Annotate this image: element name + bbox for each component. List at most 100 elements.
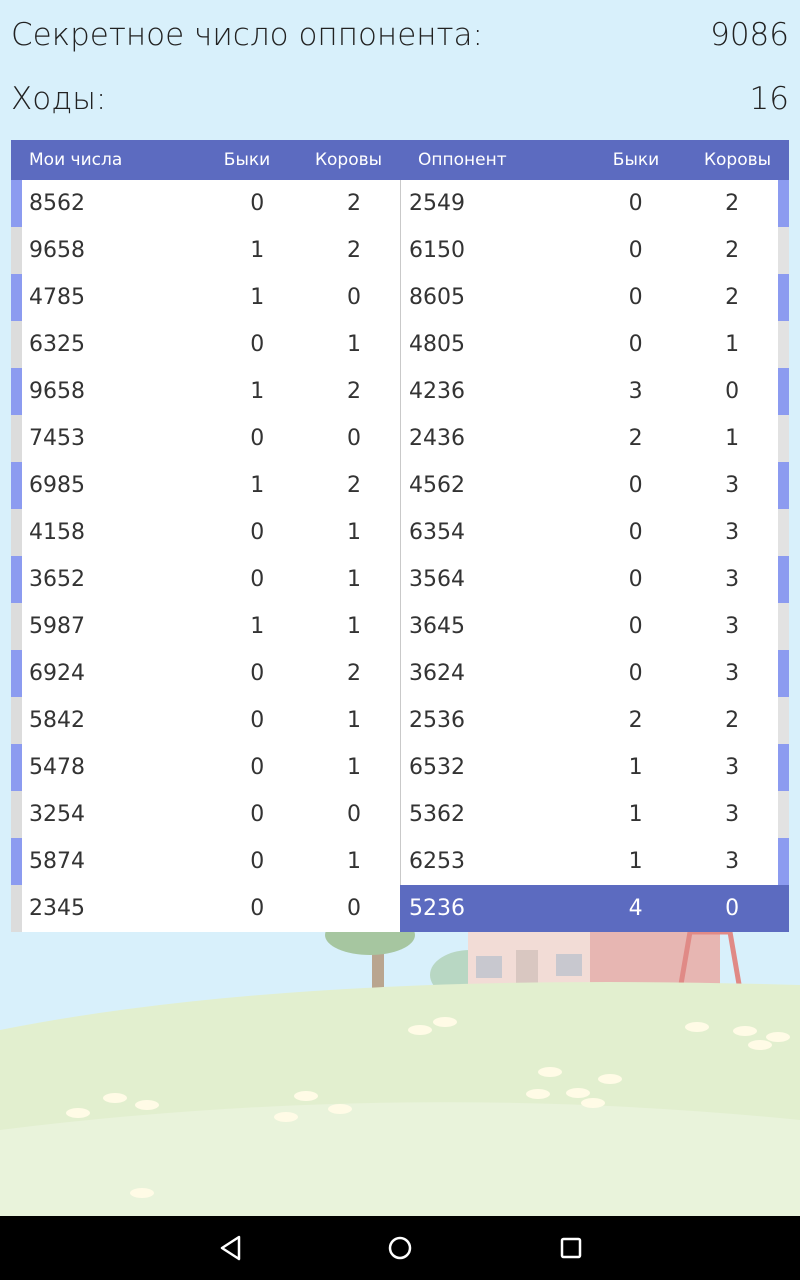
opponent-guesses-list[interactable]: 2549 0 2 6150 0 2 8605 0 2 4805 0 1 4236 3 0 2436 2 1 4562… <box>400 180 789 932</box>
cows-count: 1 <box>346 708 361 733</box>
guess-number: 5842 <box>29 708 85 733</box>
bulls-count: 2 <box>628 426 643 451</box>
cows-count: 3 <box>725 755 740 780</box>
cows-count: 0 <box>346 426 361 451</box>
bulls-count: 3 <box>628 379 643 404</box>
table-row: 9658 1 2 <box>11 227 400 274</box>
cows-count: 1 <box>346 520 361 545</box>
opponent-guesses-table: Оппонент Быки Коровы 2549 0 2 6150 0 2 8605 0 2 4… <box>400 140 789 932</box>
bulls-count: 1 <box>250 285 265 310</box>
guess-number: 6924 <box>29 661 85 686</box>
guess-number: 4562 <box>409 473 465 498</box>
recents-square-icon[interactable] <box>557 1234 585 1262</box>
guess-number: 6325 <box>29 332 85 357</box>
bulls-count: 0 <box>250 426 265 451</box>
bulls-count: 0 <box>628 238 643 263</box>
cows-count: 0 <box>346 896 361 921</box>
bulls-count: 0 <box>250 567 265 592</box>
guess-number: 9658 <box>29 379 85 404</box>
cows-count: 2 <box>346 379 361 404</box>
column-header-opponent: Оппонент <box>418 150 507 170</box>
cows-count: 3 <box>725 849 740 874</box>
bulls-count: 0 <box>250 802 265 827</box>
cows-count: 2 <box>346 473 361 498</box>
guess-number: 6253 <box>409 849 465 874</box>
opponent-guesses-header: Оппонент Быки Коровы <box>400 140 789 180</box>
table-row: 8562 0 2 <box>11 180 400 227</box>
bulls-count: 1 <box>250 238 265 263</box>
bulls-count: 0 <box>628 285 643 310</box>
table-row: 7453 0 0 <box>11 415 400 462</box>
guess-number: 4785 <box>29 285 85 310</box>
table-row: 6354 0 3 <box>400 509 789 556</box>
cows-count: 1 <box>725 426 740 451</box>
secret-number-value: 9086 <box>710 17 789 53</box>
bulls-count: 0 <box>250 896 265 921</box>
my-guesses-table: Мои числа Быки Коровы 8562 0 2 9658 1 2 4785 1 0… <box>11 140 400 932</box>
cows-count: 3 <box>725 802 740 827</box>
guess-number: 6150 <box>409 238 465 263</box>
table-row: 6150 0 2 <box>400 227 789 274</box>
cows-count: 3 <box>725 520 740 545</box>
guess-number: 6532 <box>409 755 465 780</box>
cows-count: 1 <box>346 849 361 874</box>
my-guesses-list[interactable]: 8562 0 2 9658 1 2 4785 1 0 6325 0 1 9658 1 2 7453 0 0 6985… <box>11 180 400 932</box>
table-row: 5236 4 0 <box>400 885 789 932</box>
table-row: 5842 0 1 <box>11 697 400 744</box>
bulls-count: 1 <box>628 755 643 780</box>
table-row: 3254 0 0 <box>11 791 400 838</box>
bulls-count: 0 <box>628 661 643 686</box>
cows-count: 1 <box>346 614 361 639</box>
guess-number: 5236 <box>409 896 465 921</box>
column-header-bulls: Быки <box>612 150 660 170</box>
bulls-count: 1 <box>250 379 265 404</box>
cows-count: 1 <box>725 332 740 357</box>
guess-number: 4158 <box>29 520 85 545</box>
guess-number: 4805 <box>409 332 465 357</box>
guess-number: 6354 <box>409 520 465 545</box>
system-navigation-bar <box>0 1216 800 1280</box>
guess-number: 9658 <box>29 238 85 263</box>
cows-count: 0 <box>346 802 361 827</box>
moves-row: Ходы: 16 <box>0 67 800 131</box>
guess-number: 2549 <box>409 191 465 216</box>
table-row: 5362 1 3 <box>400 791 789 838</box>
bulls-count: 0 <box>628 191 643 216</box>
table-row: 4562 0 3 <box>400 462 789 509</box>
table-row: 2536 2 2 <box>400 697 789 744</box>
guess-number: 2436 <box>409 426 465 451</box>
column-header-cows: Коровы <box>703 150 772 170</box>
cows-count: 1 <box>346 755 361 780</box>
bulls-count: 0 <box>628 332 643 357</box>
cows-count: 2 <box>725 285 740 310</box>
bulls-count: 4 <box>628 896 643 921</box>
table-row: 6532 1 3 <box>400 744 789 791</box>
guess-number: 3564 <box>409 567 465 592</box>
guess-number: 5874 <box>29 849 85 874</box>
table-row: 2549 0 2 <box>400 180 789 227</box>
column-header-bulls: Быки <box>223 150 271 170</box>
cows-count: 2 <box>725 191 740 216</box>
guess-number: 3652 <box>29 567 85 592</box>
table-row: 4805 0 1 <box>400 321 789 368</box>
bulls-count: 0 <box>250 661 265 686</box>
home-circle-icon[interactable] <box>386 1234 414 1262</box>
table-row: 5874 0 1 <box>11 838 400 885</box>
guess-number: 3624 <box>409 661 465 686</box>
secret-number-label: Секретное число оппонента: <box>11 17 483 53</box>
cows-count: 1 <box>346 567 361 592</box>
table-row: 3564 0 3 <box>400 556 789 603</box>
bulls-count: 0 <box>250 520 265 545</box>
cows-count: 3 <box>725 473 740 498</box>
guess-number: 7453 <box>29 426 85 451</box>
cows-count: 2 <box>725 238 740 263</box>
table-row: 8605 0 2 <box>400 274 789 321</box>
table-row: 2345 0 0 <box>11 885 400 932</box>
bulls-count: 0 <box>250 332 265 357</box>
guess-number: 3254 <box>29 802 85 827</box>
table-row: 6985 1 2 <box>11 462 400 509</box>
table-row: 6924 0 2 <box>11 650 400 697</box>
back-triangle-icon[interactable] <box>217 1234 245 1262</box>
cows-count: 0 <box>725 896 740 921</box>
guess-number: 3645 <box>409 614 465 639</box>
